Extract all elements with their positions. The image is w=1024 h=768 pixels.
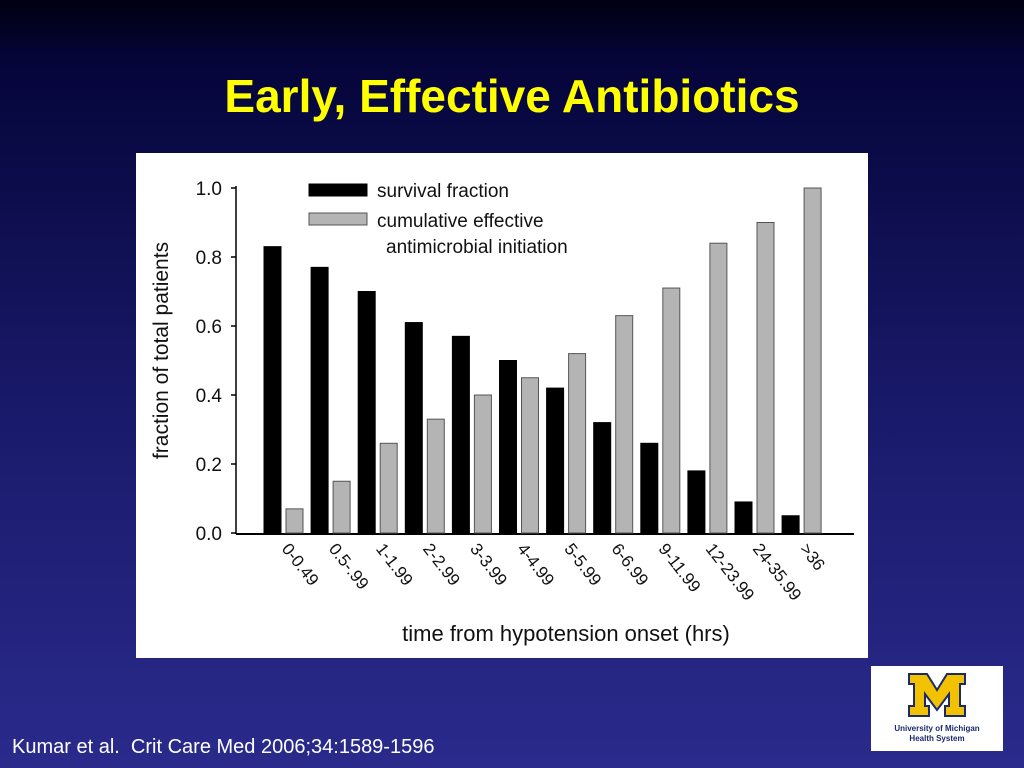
bar-survival-fraction (451, 335, 470, 534)
x-category-label: 0-0.49 (278, 540, 323, 590)
bar-cumulative-effective (285, 508, 304, 534)
x-category-label: 4-4.99 (513, 540, 558, 590)
block-m-icon (908, 673, 966, 717)
legend-swatch-cumulative-effective (308, 212, 368, 226)
x-category-label: 2-2.99 (419, 540, 464, 590)
y-tick-label: 0.2 (196, 455, 222, 476)
bar-survival-fraction (404, 322, 423, 534)
bar-survival-fraction (263, 246, 282, 534)
y-tick-label: 0.0 (196, 524, 222, 545)
x-category-label: 12-23.99 (702, 540, 758, 605)
bar-survival-fraction (357, 291, 376, 534)
bar-survival-fraction (499, 360, 517, 534)
bar-cumulative-effective (426, 418, 445, 534)
x-axis-label: time from hypotension onset (hrs) (402, 621, 730, 646)
legend-label-survival-fraction: survival fraction (377, 181, 509, 202)
legend-swatch-survival-fraction (308, 183, 368, 197)
bar-survival-fraction (640, 442, 659, 534)
university-logo: University of Michigan Health System (871, 666, 1003, 751)
y-tick-label: 0.4 (196, 386, 223, 407)
bar-survival-fraction (593, 422, 612, 534)
bar-survival-fraction (781, 515, 800, 534)
legend-label-cumulative-effective-line2: antimicrobial initiation (386, 237, 568, 258)
x-category-label: 9-11.99 (655, 540, 705, 596)
bar-cumulative-effective (662, 287, 681, 534)
bar-cumulative-effective (803, 187, 822, 534)
bar-cumulative-effective (379, 442, 398, 534)
x-category-label: 6-6.99 (608, 540, 653, 590)
x-category-label: 5-5.99 (560, 540, 605, 590)
bar-survival-fraction (546, 387, 565, 534)
x-category-label: 3-3.99 (466, 540, 511, 590)
bar-cumulative-effective (756, 222, 775, 534)
slide-title: Early, Effective Antibiotics (224, 70, 800, 122)
x-category-label: 1-1.99 (372, 540, 417, 590)
citation: Kumar et al. Crit Care Med 2006;34:1589-… (12, 736, 435, 758)
y-tick-label: 1.0 (196, 179, 222, 200)
bar-cumulative-effective (521, 377, 539, 534)
bar-cumulative-effective (709, 242, 728, 534)
x-category-label: 0.5-.99 (325, 540, 373, 593)
y-axis-label: fraction of total patients (150, 242, 173, 459)
bar-cumulative-effective (615, 315, 634, 534)
y-tick-label: 0.6 (196, 317, 222, 338)
bar-cumulative-effective (473, 394, 492, 534)
logo-line-1: University of Michigan (894, 724, 980, 733)
bar-survival-fraction (687, 470, 706, 534)
chart-panel: 0.0 0.2 0.4 0.6 0.8 1.0 fraction of total pati… (136, 153, 868, 658)
bar-cumulative-effective (332, 480, 351, 534)
x-category-label: >36 (796, 540, 829, 574)
x-category-label: 24-35.99 (749, 540, 805, 605)
bar-cumulative-effective (568, 353, 587, 534)
bar-survival-fraction (310, 266, 329, 534)
logo-line-2: Health System (909, 734, 965, 743)
y-tick-label: 0.8 (196, 248, 222, 269)
bar-chart: 0.0 0.2 0.4 0.6 0.8 1.0 fraction of total pati… (150, 179, 854, 646)
bar-survival-fraction (734, 501, 753, 534)
legend-label-cumulative-effective: cumulative effective (377, 211, 544, 232)
